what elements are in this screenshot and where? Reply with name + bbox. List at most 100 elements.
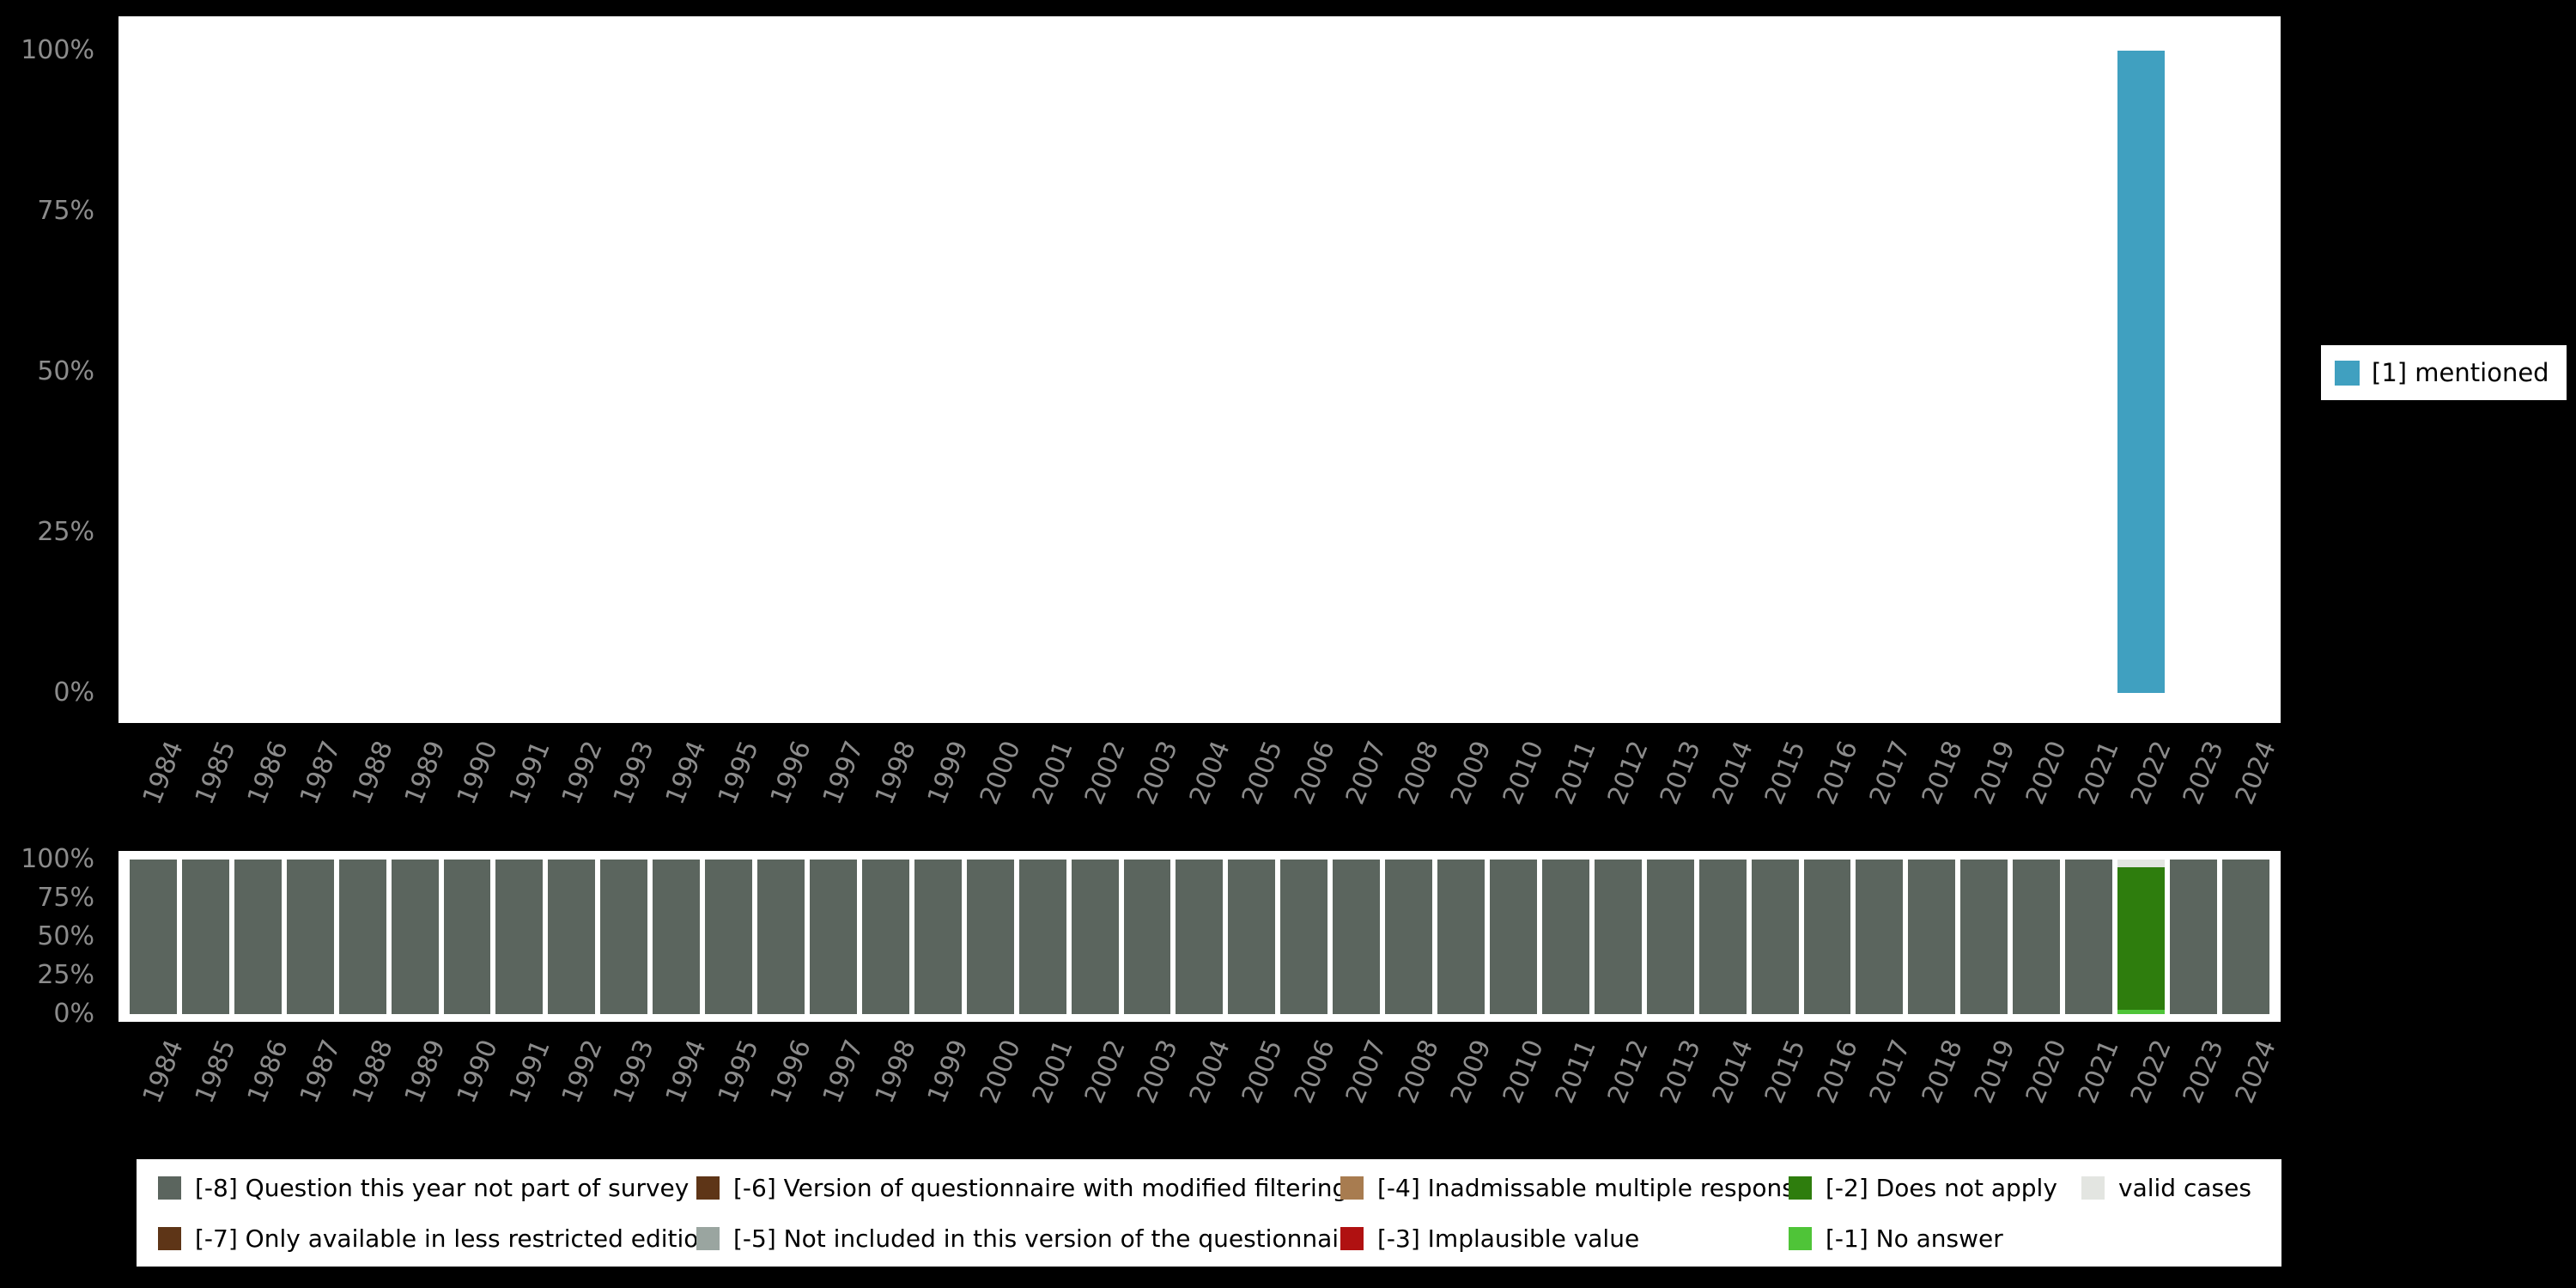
x-axis-year-label: 2005 (1236, 737, 1289, 809)
x-axis-year-label: 2004 (1183, 1036, 1236, 1108)
bar-column-2019 (1958, 860, 2010, 1014)
bar-column-2017 (1853, 51, 1905, 693)
bar-column-2009 (1435, 51, 1487, 693)
y-axis-tick-label: 50% (37, 356, 94, 386)
bar-column-2011 (1540, 860, 1592, 1014)
x-axis-year-label: 1997 (817, 737, 870, 809)
bar-column-2018 (1905, 860, 1958, 1014)
bar-column-2014 (1697, 51, 1749, 693)
x-axis-year-label: 2011 (1549, 737, 1602, 809)
x-axis-year-label: 2024 (2229, 737, 2282, 809)
bar-column-2006 (1278, 860, 1330, 1014)
bar-column-1984 (127, 860, 179, 1014)
bar-column-2012 (1592, 860, 1644, 1014)
legend-item: [-2] Does not apply (1789, 1166, 2081, 1209)
bar-column-1988 (337, 860, 389, 1014)
x-axis-year-label: 2006 (1288, 737, 1341, 809)
x-axis-year-label: 1992 (556, 737, 609, 809)
bar-column-2017 (1853, 860, 1905, 1014)
x-axis-year-label: 2012 (1601, 1036, 1655, 1108)
x-axis-year-label: 1986 (241, 737, 295, 809)
x-axis-year-label: 2008 (1393, 1036, 1446, 1108)
bar-segment (2117, 867, 2165, 1010)
bar-segment (1280, 860, 1328, 1014)
legend-swatch (158, 1226, 181, 1250)
top-chart-x-axis: 1984 1985 1986 1987 1988 1989 1990 1991 1992 1993… (127, 732, 2282, 860)
y-axis-tick-label: 0% (53, 677, 94, 708)
x-axis-year-label: 2007 (1340, 737, 1394, 809)
bar-column-2022 (2115, 860, 2167, 1014)
bar-segment (1856, 860, 1904, 1014)
x-axis-year-label: 2021 (2073, 1036, 2126, 1108)
x-axis-year-label: 2002 (1078, 737, 1132, 809)
bar-segment (705, 860, 753, 1014)
x-axis-year-label: 1990 (451, 737, 504, 809)
legend-swatch (1789, 1176, 1812, 1200)
x-axis-year-label: 2009 (1445, 1036, 1498, 1108)
bar-column-1995 (702, 51, 755, 693)
x-axis-year-label: 2015 (1759, 737, 1812, 809)
bar-segment (809, 860, 857, 1014)
x-axis-year-label: 2009 (1445, 737, 1498, 809)
legend-swatch (2081, 1176, 2105, 1200)
bar-column-1999 (912, 860, 964, 1014)
legend-column: [-2] Does not apply [-1] No answer (1789, 1166, 2081, 1260)
bar-column-2000 (964, 51, 1017, 693)
x-axis-year-label: 2014 (1706, 737, 1759, 809)
legend-column: [-4] Inadmissable multiple response [-3] … (1340, 1166, 1809, 1260)
bar-segment (2169, 860, 2217, 1014)
x-axis-year-label: 2001 (1026, 737, 1079, 809)
x-axis-year-label: 1999 (921, 737, 975, 809)
x-axis-year-label: 2022 (2125, 737, 2178, 809)
legend-item-label: [-8] Question this year not part of surv… (195, 1173, 690, 1202)
bar-column-1988 (337, 51, 389, 693)
legend-item-label: [-6] Version of questionnaire with modif… (733, 1173, 1348, 1202)
bar-column-2005 (1225, 860, 1278, 1014)
x-axis-year-label: 2018 (1916, 737, 1969, 809)
legend-item: [-1] No answer (1789, 1217, 2081, 1260)
bar-segment (443, 860, 491, 1014)
bar-column-1994 (650, 860, 702, 1014)
x-axis-year-label: 1993 (608, 1036, 661, 1108)
bar-segment (548, 860, 596, 1014)
bar-column-2021 (2063, 860, 2115, 1014)
x-axis-year-label: 2006 (1288, 1036, 1341, 1108)
x-axis-year-label: 2010 (1497, 1036, 1551, 1108)
bar-segment (234, 860, 282, 1014)
x-axis-year-label: 1995 (713, 737, 766, 809)
bar-segment (861, 860, 909, 1014)
y-axis-tick-label: 100% (21, 844, 94, 874)
bar-column-2021 (2063, 51, 2115, 693)
bar-column-1989 (389, 860, 441, 1014)
x-axis-year-label: 2013 (1654, 737, 1707, 809)
x-axis-year-label: 2013 (1654, 1036, 1707, 1108)
x-axis-year-label: 2017 (1863, 1036, 1917, 1108)
bar-segment (2013, 860, 2061, 1014)
x-axis-year-label: 1993 (608, 737, 661, 809)
legend-swatch (158, 1176, 181, 1200)
bar-segment (1489, 860, 1537, 1014)
y-axis-tick-label: 75% (37, 883, 94, 913)
x-axis-year-label: 2020 (2020, 1036, 2074, 1108)
bar-column-2013 (1644, 51, 1697, 693)
bar-column-1987 (284, 51, 337, 693)
x-axis-year-label: 2004 (1183, 737, 1236, 809)
x-axis-year-label: 2000 (974, 1036, 1027, 1108)
x-axis-year-label: 1987 (294, 1036, 347, 1108)
x-axis-year-label: 2019 (1968, 1036, 2021, 1108)
x-axis-year-label: 1996 (764, 1036, 818, 1108)
bar-column-1996 (755, 860, 807, 1014)
x-axis-year-label: 1988 (346, 1036, 399, 1108)
bar-column-2010 (1487, 860, 1540, 1014)
bar-column-2020 (2010, 860, 2063, 1014)
legend-column: [-6] Version of questionnaire with modif… (696, 1166, 1363, 1260)
bar-column-1993 (598, 51, 650, 693)
y-axis-tick-label: 25% (37, 960, 94, 990)
bar-column-2006 (1278, 51, 1330, 693)
bar-segment (286, 860, 334, 1014)
bar-segment (338, 860, 386, 1014)
bar-column-1991 (493, 51, 545, 693)
bar-segment (1228, 860, 1276, 1014)
x-axis-year-label: 2002 (1078, 1036, 1132, 1108)
bar-column-2014 (1697, 860, 1749, 1014)
